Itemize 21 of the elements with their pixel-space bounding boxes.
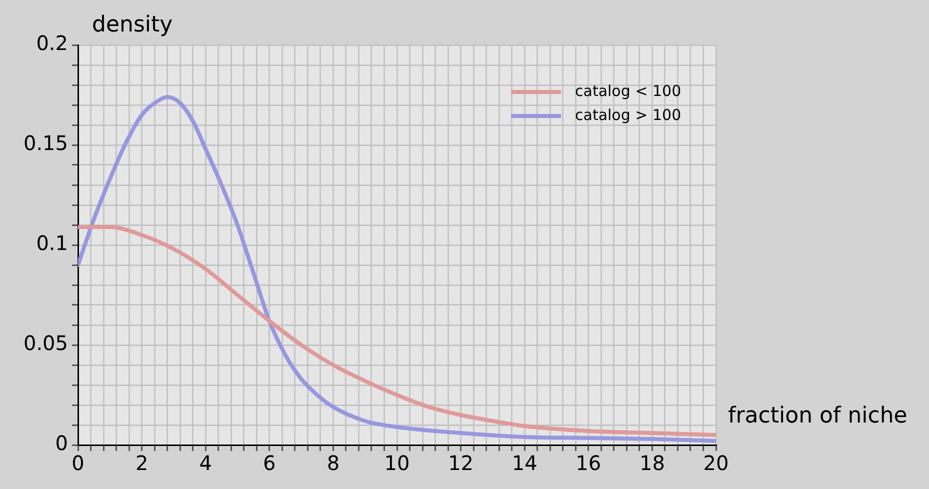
y-tick-label: 0.1 [36,231,68,256]
x-tick-label: 2 [135,451,148,476]
line-series [78,225,716,437]
y-tick-label: 0.2 [36,31,68,56]
x-tick-label: 20 [703,451,729,476]
x-tick-label: 10 [384,451,410,476]
x-tick-label: 16 [576,451,602,476]
y-tick-label: 0.15 [23,131,68,156]
x-tick-label: 14 [512,451,538,476]
x-tick-label: 4 [199,451,212,476]
legend-label: catalog > 100 [575,106,682,124]
y-tick-label: 0.05 [23,331,68,356]
y-tick-label: 0 [55,431,68,456]
legend-label: catalog < 100 [575,82,682,100]
x-tick-label: 6 [263,451,276,476]
x-tick-label: 0 [72,451,84,476]
x-tick-label: 18 [639,451,665,476]
x-axis-title: fraction of niche [728,404,908,429]
x-tick-label: 8 [326,451,340,476]
y-axis-title: density [92,12,173,38]
x-tick-label: 12 [448,451,474,476]
